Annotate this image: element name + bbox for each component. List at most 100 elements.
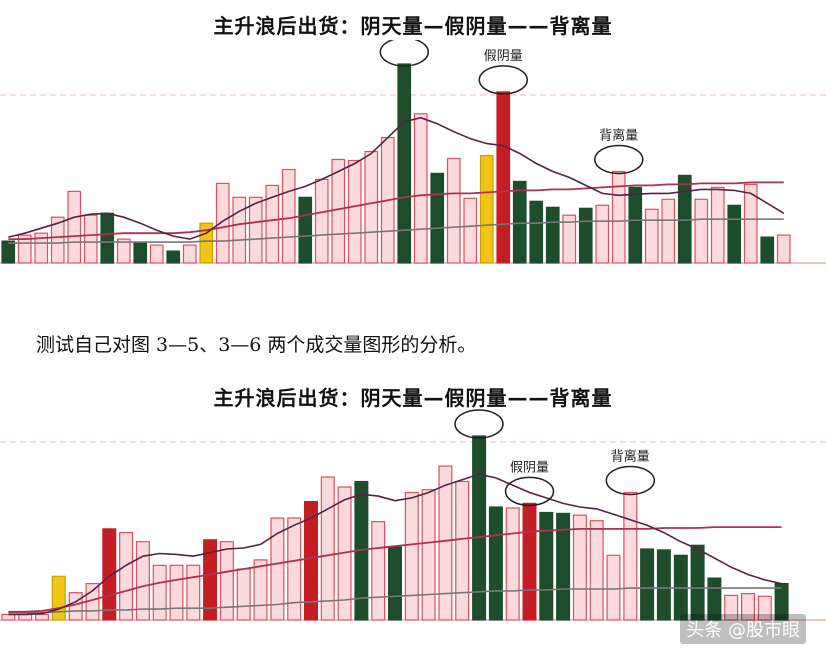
bottom-bar-43 <box>724 594 739 621</box>
bottom-bar-26 <box>438 465 453 621</box>
bottom-bar-35 <box>589 520 604 621</box>
bottom-bar-22 <box>371 520 386 621</box>
bottom-bar-19 <box>320 476 335 621</box>
top-bar-43 <box>710 186 725 264</box>
bottom-bar-2 <box>34 613 49 621</box>
top-bar-28 <box>463 197 478 264</box>
top-bar-31 <box>512 180 527 264</box>
top-bar-9 <box>149 244 164 264</box>
bottom-bar-10 <box>169 564 184 621</box>
top-annotation-label-2: 背离量 <box>599 128 638 144</box>
top-bar-19 <box>314 178 329 264</box>
bottom-annotation-circle-0 <box>454 409 504 439</box>
bottom-annotation-label-1: 假阴量 <box>510 460 549 475</box>
top-bar-4 <box>67 190 82 264</box>
top-ma-long-line <box>8 181 784 240</box>
bottom-annotation-circle-1 <box>504 476 555 507</box>
top-bar-15 <box>248 196 263 264</box>
top-bar-16 <box>265 184 280 264</box>
top-bar-8 <box>133 242 148 264</box>
bottom-bar-12 <box>203 539 218 621</box>
top-bar-34 <box>562 214 577 264</box>
bottom-bar-28 <box>472 435 487 621</box>
top-bar-11 <box>182 244 197 264</box>
bottom-bar-1 <box>18 613 33 621</box>
caption-text: 测试自己对图 3—5、3—6 两个成交量图形的分析。 <box>36 334 477 356</box>
bottom-bar-31 <box>522 502 537 621</box>
bottom-bar-6 <box>102 528 117 621</box>
top-bar-44 <box>727 204 742 264</box>
top-bar-47 <box>776 234 791 264</box>
top-bar-36 <box>595 204 610 264</box>
bottom-bar-39 <box>656 549 671 621</box>
top-annotation-circle-1 <box>478 65 529 95</box>
top-bar-3 <box>50 216 65 264</box>
top-bar-33 <box>545 206 560 264</box>
bottom-bar-41 <box>690 544 705 621</box>
top-bar-5 <box>83 214 98 264</box>
top-annotation-circle-0 <box>379 40 430 67</box>
top-bar-12 <box>199 222 214 264</box>
bottom-bar-16 <box>270 517 285 621</box>
bottom-bar-45 <box>757 595 772 621</box>
chart-title-top: 主升浪后出货：阴天量—假阴量——背离量 <box>213 14 613 38</box>
top-bar-21 <box>347 159 362 264</box>
chart-title-bottom: 主升浪后出货：阴天量—假阴量——背离量 <box>213 386 613 410</box>
bottom-bar-17 <box>287 517 302 621</box>
watermark: 头条 @股市眼 <box>680 614 806 644</box>
top-annotation-label-1: 假阴量 <box>484 49 523 64</box>
bottom-bar-15 <box>253 559 268 621</box>
top-bar-13 <box>215 182 230 264</box>
bottom-bar-46 <box>774 583 789 621</box>
top-bar-0 <box>1 240 16 264</box>
top-ma-short-line <box>8 116 785 240</box>
bottom-bar-0 <box>1 613 16 621</box>
volume-chart-top: 阴天量假阴量背离量 <box>0 40 826 264</box>
top-bar-24 <box>397 63 412 264</box>
top-ma-base-line <box>8 218 784 244</box>
bottom-bar-30 <box>505 507 520 621</box>
top-bar-7 <box>116 238 131 264</box>
top-bar-42 <box>694 198 709 264</box>
top-bar-17 <box>281 168 296 264</box>
bottom-bar-25 <box>421 489 436 621</box>
top-bar-38 <box>628 186 643 264</box>
bottom-bar-29 <box>488 506 503 621</box>
bottom-bar-11 <box>186 564 201 621</box>
top-bar-27 <box>446 157 461 264</box>
bottom-annotation-label-2: 背离量 <box>611 449 650 465</box>
bottom-bar-23 <box>388 546 403 621</box>
top-annotation-circle-2 <box>594 144 644 175</box>
top-bar-26 <box>430 172 445 264</box>
bottom-bar-7 <box>119 531 134 621</box>
top-bar-18 <box>298 196 313 264</box>
top-bar-39 <box>644 208 659 264</box>
bottom-bar-14 <box>236 568 251 621</box>
volume-chart-bottom: 阴天量假阴量背离量 <box>0 409 826 621</box>
bottom-bar-32 <box>539 511 554 621</box>
bottom-bar-8 <box>135 541 150 621</box>
bottom-bar-24 <box>404 491 419 621</box>
bottom-bar-34 <box>572 514 587 621</box>
bottom-bar-36 <box>606 554 621 621</box>
top-bar-22 <box>364 150 379 264</box>
top-bar-2 <box>34 232 49 264</box>
top-bar-1 <box>17 234 32 264</box>
top-bar-45 <box>743 183 758 264</box>
bottom-bar-37 <box>623 491 638 621</box>
top-bar-46 <box>760 236 775 264</box>
top-bar-37 <box>611 170 626 264</box>
top-bar-29 <box>479 154 494 264</box>
top-bar-35 <box>578 207 593 264</box>
top-bar-40 <box>661 198 676 264</box>
top-bar-10 <box>166 250 181 264</box>
bottom-bar-33 <box>556 512 571 621</box>
top-bar-25 <box>413 113 428 264</box>
bottom-annotation-circle-2 <box>605 465 656 496</box>
top-bar-6 <box>100 212 115 264</box>
top-bar-32 <box>529 200 544 264</box>
bottom-bar-3 <box>51 575 66 621</box>
top-bar-14 <box>232 196 247 264</box>
bottom-bar-38 <box>640 548 655 621</box>
bottom-bar-27 <box>455 480 470 621</box>
